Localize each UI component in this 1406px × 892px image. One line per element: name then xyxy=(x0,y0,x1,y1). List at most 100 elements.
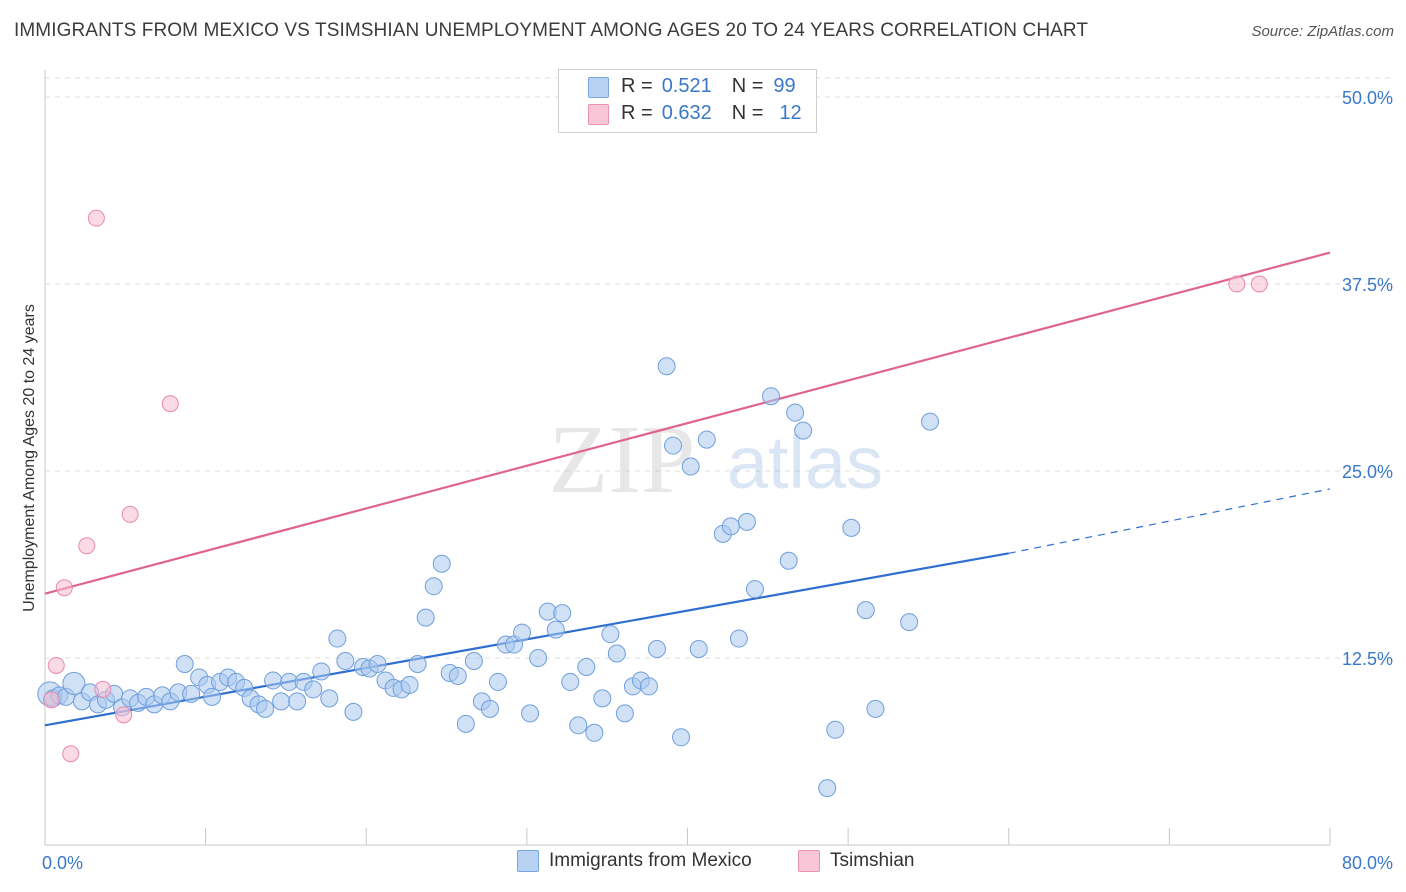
data-point-mexico xyxy=(521,704,540,723)
watermark-zip: ZIP xyxy=(549,406,696,514)
data-point-mexico xyxy=(424,577,443,596)
data-point-mexico xyxy=(416,608,435,627)
data-point-mexico xyxy=(585,723,604,742)
data-point-mexico xyxy=(264,671,283,690)
data-point-mexico xyxy=(818,779,837,798)
data-point-mexico xyxy=(900,613,919,632)
legend-r-value-tsimshian: 0.632 xyxy=(661,101,712,124)
data-point-mexico xyxy=(546,620,565,639)
data-point-mexico xyxy=(464,651,483,670)
data-point-mexico xyxy=(729,629,748,648)
series-tsimshian-points xyxy=(42,209,1268,763)
x-tick-labels: 0.0% 80.0% xyxy=(42,853,1393,873)
data-point-mexico xyxy=(312,662,331,681)
data-point-mexico xyxy=(182,684,201,703)
legend-row-tsimshian: R = 0.632 N = 12 xyxy=(621,100,802,126)
source-note: Source: ZipAtlas.com xyxy=(1251,23,1394,40)
y-tick-label: 25.0% xyxy=(1342,462,1393,482)
trendline-tsimshian xyxy=(44,251,1331,595)
bottom-legend-mexico: Immigrants from Mexico xyxy=(517,850,752,872)
data-point-mexico xyxy=(203,687,222,706)
y-tick-label: 37.5% xyxy=(1342,275,1393,295)
data-point-tsimshian xyxy=(55,579,73,597)
legend-row-mexico: R = 0.521 N = 99 xyxy=(621,73,796,99)
bottom-legend-swatch-tsimshian xyxy=(798,850,820,872)
data-point-mexico xyxy=(432,554,451,573)
x-tick-label-max: 80.0% xyxy=(1342,853,1393,873)
trendline-mexico-extension xyxy=(1008,488,1331,554)
legend-n-value-mexico: 99 xyxy=(773,74,796,97)
data-point-mexico xyxy=(320,689,339,708)
data-point-mexico xyxy=(272,692,291,711)
data-point-mexico xyxy=(664,436,683,455)
data-point-mexico xyxy=(553,604,572,623)
legend-r-value-mexico: 0.521 xyxy=(661,74,712,97)
data-point-mexico xyxy=(569,716,588,735)
axes xyxy=(44,70,1331,846)
data-point-tsimshian xyxy=(47,656,65,674)
data-point-mexico xyxy=(513,623,532,642)
legend-n-value-tsimshian: 12 xyxy=(779,101,802,124)
data-point-mexico xyxy=(400,675,419,694)
data-point-mexico xyxy=(672,728,691,747)
data-point-mexico xyxy=(697,430,716,449)
data-point-mexico xyxy=(647,640,666,659)
data-point-mexico xyxy=(856,601,875,620)
data-point-mexico xyxy=(826,720,845,739)
data-point-tsimshian xyxy=(1228,275,1246,293)
data-point-mexico xyxy=(328,629,347,648)
data-point-mexico xyxy=(721,517,740,536)
grid-lines xyxy=(45,77,1393,659)
data-point-mexico xyxy=(256,699,275,718)
legend-r-label: R = xyxy=(621,101,653,124)
chart-title: IMMIGRANTS FROM MEXICO VS TSIMSHIAN UNEM… xyxy=(14,20,1089,41)
data-point-mexico xyxy=(62,671,86,695)
data-point-mexico xyxy=(762,387,781,406)
bottom-legend-tsimshian: Tsimshian xyxy=(798,850,914,872)
bottom-legend-label-tsimshian: Tsimshian xyxy=(830,850,915,871)
data-point-mexico xyxy=(480,699,499,718)
data-point-tsimshian xyxy=(42,691,60,709)
data-point-mexico xyxy=(368,654,387,673)
data-point-mexico xyxy=(745,580,764,599)
data-point-mexico xyxy=(615,704,634,723)
data-point-mexico xyxy=(408,654,427,673)
data-point-tsimshian xyxy=(78,537,96,555)
data-point-mexico xyxy=(842,518,861,537)
watermark: ZIP atlas xyxy=(549,406,884,514)
data-point-mexico xyxy=(175,654,194,673)
data-point-tsimshian xyxy=(94,680,112,698)
data-point-mexico xyxy=(639,677,658,696)
data-point-mexico xyxy=(561,672,580,691)
data-point-mexico xyxy=(304,680,323,699)
y-tick-label: 50.0% xyxy=(1342,88,1393,108)
y-axis-label: Unemployment Among Ages 20 to 24 years xyxy=(21,304,38,612)
data-point-mexico xyxy=(794,421,813,440)
data-point-mexico xyxy=(456,714,475,733)
legend-n-label: N = xyxy=(731,74,764,97)
data-point-mexico xyxy=(866,699,885,718)
legend-swatch-tsimshian xyxy=(588,104,609,125)
data-point-mexico xyxy=(681,457,700,476)
y-tick-labels: 12.5% 25.0% 37.5% 50.0% xyxy=(1342,88,1393,669)
data-point-tsimshian xyxy=(87,209,105,227)
data-point-mexico xyxy=(657,357,676,376)
data-point-mexico xyxy=(336,651,355,670)
series-mexico-points xyxy=(37,357,940,798)
data-point-mexico xyxy=(529,649,548,667)
y-tick-label: 12.5% xyxy=(1342,649,1393,669)
data-point-mexico xyxy=(577,657,596,676)
x-tick-label-min: 0.0% xyxy=(42,853,83,873)
data-point-mexico xyxy=(344,702,363,721)
data-point-mexico xyxy=(448,666,467,685)
legend-r-label: R = xyxy=(621,74,653,97)
data-point-mexico xyxy=(488,672,507,691)
legend-swatch-mexico xyxy=(588,77,609,98)
data-point-tsimshian xyxy=(1250,275,1268,293)
data-point-mexico xyxy=(737,512,756,531)
legend-n-label: N = xyxy=(731,101,764,124)
data-point-mexico xyxy=(689,640,708,659)
data-point-tsimshian xyxy=(115,706,133,724)
data-point-tsimshian xyxy=(121,505,139,523)
